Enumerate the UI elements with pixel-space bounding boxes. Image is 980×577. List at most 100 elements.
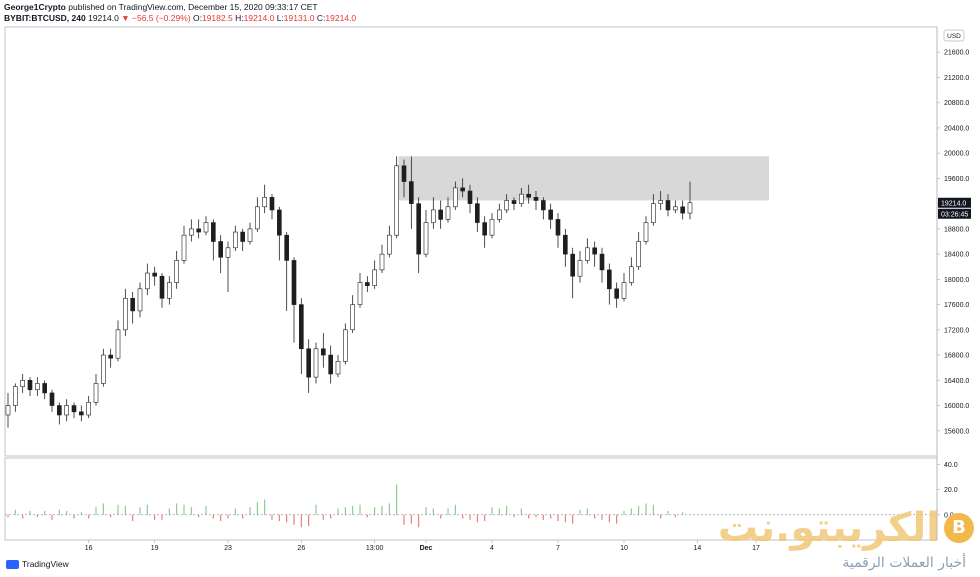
- candle-body-down: [599, 253, 605, 271]
- candle: [665, 194, 671, 217]
- candle: [181, 225, 187, 264]
- candle: [284, 232, 289, 311]
- candle-body-down: [526, 193, 531, 198]
- candle-body-down: [482, 222, 487, 236]
- candle: [211, 219, 216, 261]
- candle: [680, 200, 685, 220]
- candle: [431, 197, 436, 229]
- candle: [394, 156, 399, 239]
- candle-body-up: [379, 253, 385, 271]
- candle: [379, 244, 385, 274]
- candle: [423, 209, 429, 258]
- candle: [548, 203, 553, 229]
- candle: [35, 377, 40, 397]
- candle: [130, 291, 135, 324]
- candle-body-up: [372, 269, 377, 286]
- watermark-title: الكريبتو.نت: [717, 505, 940, 551]
- candle-body-up: [497, 209, 502, 220]
- candle-body-up: [431, 209, 436, 223]
- candle: [240, 228, 245, 251]
- candle-body-up: [577, 260, 583, 277]
- time-tick-label: 10: [620, 545, 628, 552]
- price-tick-label: 18400.0: [944, 252, 969, 259]
- bitcoin-coin-icon: B: [944, 513, 974, 543]
- low-label: L:: [276, 13, 284, 23]
- price-pane-border: [4, 26, 938, 457]
- candle-body-up: [247, 228, 253, 242]
- price-tick-label: 20000.0: [944, 151, 969, 158]
- candle-body-down: [533, 197, 539, 201]
- candle-body-down: [680, 206, 685, 214]
- candle: [445, 197, 451, 223]
- candle-body-down: [306, 348, 311, 378]
- candle: [49, 389, 55, 412]
- candle-body-down: [299, 304, 304, 350]
- candle: [86, 396, 91, 419]
- candle-body-down: [548, 209, 553, 220]
- candle-body-down: [42, 383, 47, 394]
- watermark-subtitle: أخبار العملات الرقمية: [842, 555, 966, 571]
- candle: [372, 260, 377, 289]
- candle: [159, 273, 165, 308]
- candle: [189, 219, 194, 242]
- price-tick-label: 20400.0: [944, 125, 969, 132]
- candle: [416, 197, 421, 274]
- candle-body-down: [277, 209, 282, 236]
- candle-body-up: [621, 282, 627, 299]
- candle-body-up: [350, 304, 355, 331]
- candle: [489, 213, 495, 239]
- publish-info: published on TradingView.com, December 1…: [68, 2, 318, 12]
- candle: [365, 276, 370, 292]
- candle-body-up: [687, 202, 693, 214]
- symbol-label[interactable]: BYBIT:BTCUSD, 240: [4, 13, 86, 23]
- candle-body-down: [416, 203, 421, 255]
- candle: [71, 402, 77, 419]
- candle: [343, 323, 348, 365]
- candle-body-up: [101, 354, 106, 384]
- candle: [167, 276, 172, 305]
- candle: [152, 266, 157, 286]
- candle-body-down: [541, 200, 546, 211]
- candle-body-down: [159, 275, 165, 299]
- candle: [570, 247, 575, 299]
- candle-body-up: [387, 234, 392, 255]
- candle: [123, 288, 128, 337]
- candle: [643, 216, 649, 245]
- time-tick-label: 19: [151, 545, 159, 552]
- candle-body-up: [86, 402, 91, 416]
- candle-body-down: [563, 234, 568, 255]
- candle-body-up: [636, 241, 641, 268]
- candle-body-up: [203, 222, 209, 233]
- candle: [233, 225, 238, 251]
- candle-body-up: [145, 272, 150, 290]
- last-price-box: [938, 197, 971, 208]
- candle: [387, 225, 392, 258]
- candle-body-up: [445, 206, 451, 220]
- candle: [101, 348, 106, 387]
- last-price: 19214.0: [88, 13, 119, 23]
- candle: [145, 263, 150, 296]
- chart-header: George1Crypto published on TradingView.c…: [4, 2, 356, 24]
- candle: [174, 250, 179, 289]
- candle-body-down: [27, 379, 33, 391]
- candle-body-up: [13, 386, 18, 406]
- price-tick-label: 21200.0: [944, 75, 969, 82]
- candle-body-down: [438, 209, 443, 220]
- candle: [577, 250, 583, 283]
- candle-body-up: [115, 329, 121, 359]
- candle-body-up: [673, 206, 678, 211]
- author-name[interactable]: George1Crypto: [4, 2, 66, 12]
- candle: [196, 219, 201, 239]
- candle-body-up: [343, 329, 348, 362]
- candle: [313, 342, 319, 384]
- candle-body-up: [519, 193, 524, 204]
- candle: [335, 355, 341, 378]
- tradingview-footer[interactable]: TradingView: [6, 559, 69, 569]
- currency-label: USD: [947, 33, 961, 40]
- candle: [255, 197, 260, 233]
- candle: [497, 203, 502, 223]
- candle: [453, 181, 458, 210]
- candle: [614, 282, 619, 308]
- candle-body-up: [423, 222, 429, 255]
